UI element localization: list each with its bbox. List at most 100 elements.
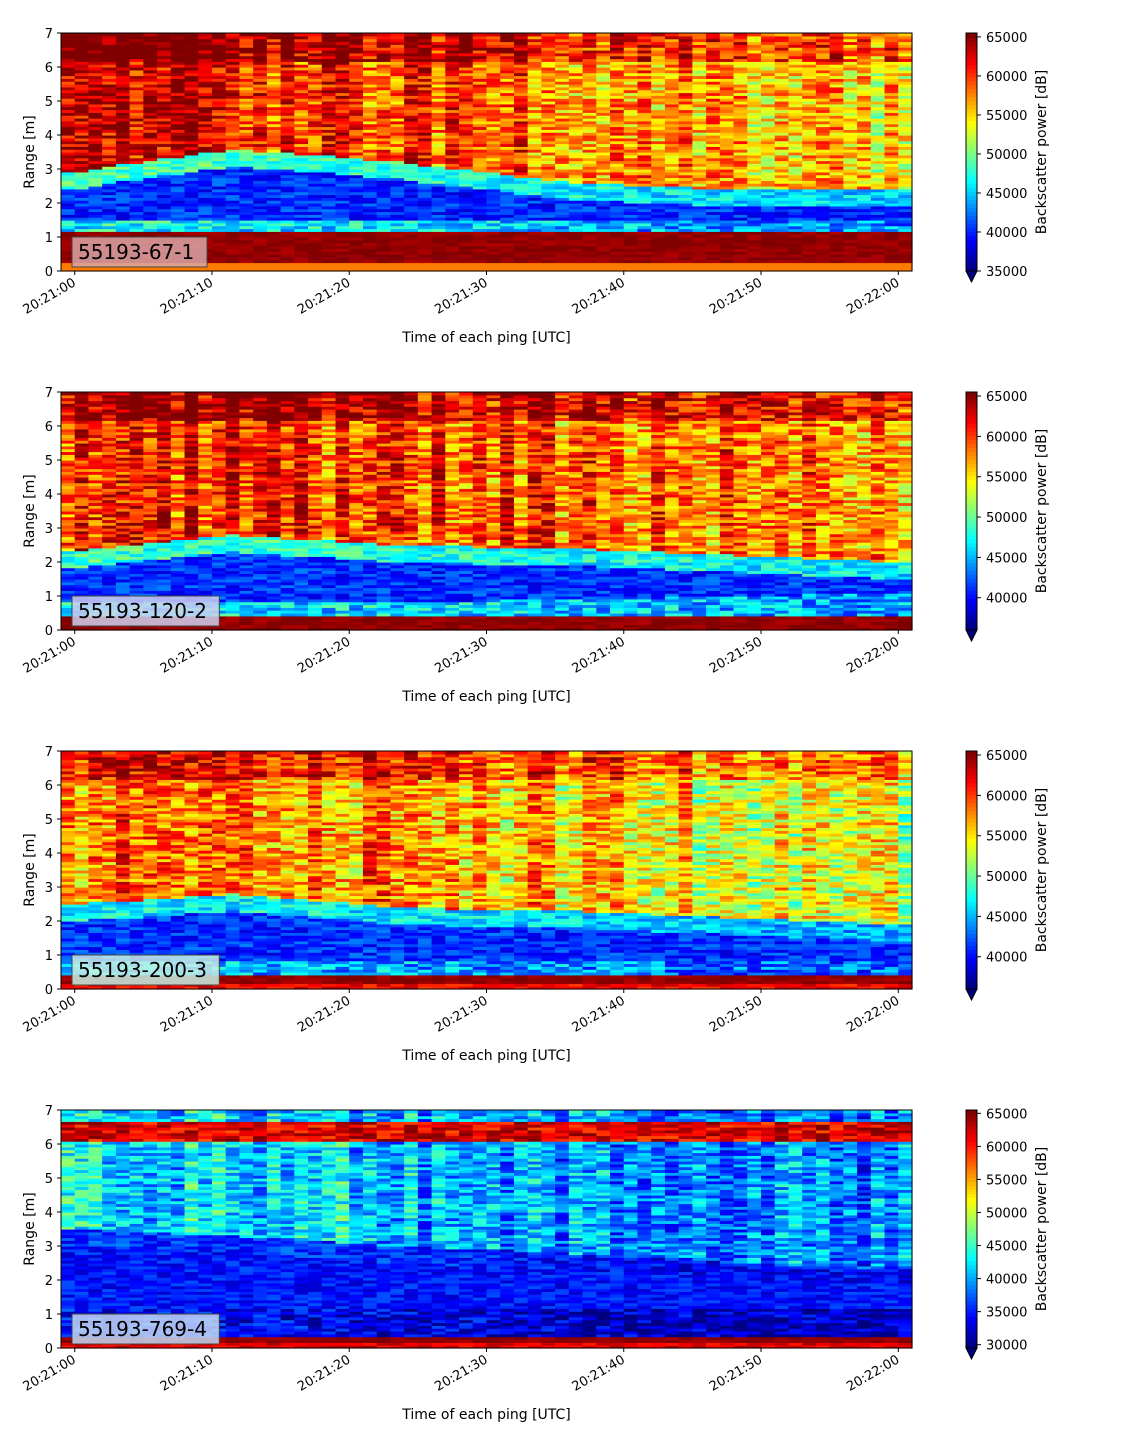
colorbar-segment <box>966 1165 977 1171</box>
colorbar-segment <box>966 36 977 42</box>
colorbar-segment <box>966 774 977 780</box>
colorbar-segment <box>966 132 977 137</box>
y-tick-label: 6 <box>45 420 53 435</box>
y-tick-label: 1 <box>45 231 53 246</box>
colorbar-tick-label: 55000 <box>986 109 1027 124</box>
colorbar-segment <box>966 1276 977 1282</box>
colorbar-segment <box>966 483 977 488</box>
x-tick-label: 20:21:20 <box>295 993 353 1035</box>
panel-label-box <box>71 1313 220 1345</box>
y-tick-label: 2 <box>45 915 53 930</box>
colorbar-tick-label: 40000 <box>986 951 1027 966</box>
y-tick-label: 7 <box>45 27 53 42</box>
colorbar-segment <box>966 1197 977 1202</box>
x-tick-label: 20:21:00 <box>21 634 79 676</box>
colorbar-segment <box>966 957 977 962</box>
colorbar-segment <box>966 231 977 236</box>
colorbar-segment <box>966 969 977 974</box>
colorbar-extend-arrow <box>965 988 978 1002</box>
colorbar-segment <box>966 921 977 927</box>
colorbar-segment <box>966 223 977 228</box>
y-tick-label: 7 <box>45 745 53 760</box>
colorbar: 30000 35000 40000 45000 50000 55000 60000 65000… <box>965 1107 1050 1361</box>
colorbar-tick-label: 60000 <box>986 430 1027 445</box>
colorbar-segment <box>966 1288 977 1294</box>
panel-label-box <box>71 236 208 268</box>
x-tick-label: 20:21:50 <box>707 1352 765 1394</box>
colorbar-segment <box>966 1240 977 1246</box>
colorbar-segment <box>966 1225 977 1230</box>
colorbar-segment <box>966 1221 977 1226</box>
colorbar-segment <box>966 199 977 205</box>
colorbar-segment <box>966 985 977 990</box>
colorbar-segment <box>966 155 977 161</box>
y-tick-label: 3 <box>45 1240 53 1255</box>
colorbar-tick-label: 65000 <box>986 31 1027 46</box>
colorbar-segment <box>966 1177 977 1182</box>
colorbar-segment <box>966 522 977 528</box>
colorbar-segment <box>966 1110 977 1115</box>
colorbar-segment <box>966 622 977 627</box>
colorbar-segment <box>966 1141 977 1147</box>
colorbar-segment <box>966 602 977 607</box>
colorbar-segment <box>966 598 977 603</box>
colorbar-segment <box>966 881 977 887</box>
colorbar-extend-arrow <box>965 1347 978 1361</box>
x-tick-label: 20:21:00 <box>21 993 79 1035</box>
colorbar-segment <box>966 144 977 149</box>
colorbar-segment <box>966 1248 977 1254</box>
colorbar-segment <box>966 251 977 256</box>
colorbar-segment <box>966 542 977 548</box>
colorbar-segment <box>966 626 977 631</box>
colorbar-segment <box>966 487 977 492</box>
y-axis-label: Range [m] <box>22 1192 38 1265</box>
colorbar-segment <box>966 211 977 217</box>
colorbar-segment <box>966 1272 977 1278</box>
colorbar-label: Backscatter power [dB] <box>1034 1147 1050 1312</box>
colorbar-segment <box>966 112 977 117</box>
colorbar-label: Backscatter power [dB] <box>1034 788 1050 953</box>
colorbar-segment <box>966 1300 977 1305</box>
y-tick-label: 3 <box>45 522 53 537</box>
colorbar-segment <box>966 554 977 560</box>
colorbar-segment <box>966 1113 977 1119</box>
colorbar-segment <box>966 88 977 94</box>
colorbar-segment <box>966 1268 977 1274</box>
colorbar-tick-label: 60000 <box>986 70 1027 85</box>
x-axis-label: Time of each ping [UTC] <box>401 1048 571 1064</box>
heatmap-cells <box>61 33 913 272</box>
heatmap-panel: 0 1 2 3 4 5 6 7 20:21:00 20:21:10 20:21:20 20:21:30… <box>21 1104 1050 1423</box>
colorbar-segment <box>966 1129 977 1135</box>
colorbar-segment <box>966 953 977 958</box>
colorbar-segment <box>966 411 977 417</box>
x-tick-label: 20:21:50 <box>707 275 765 317</box>
colorbar-segment <box>966 790 977 796</box>
colorbar-extend-arrow <box>965 629 978 643</box>
colorbar-segment <box>966 100 977 105</box>
colorbar-segment <box>966 818 977 823</box>
colorbar-segment <box>966 530 977 536</box>
colorbar-segment <box>966 782 977 788</box>
colorbar-segment <box>966 1213 977 1218</box>
colorbar-segment <box>966 1169 977 1175</box>
colorbar-segment <box>966 925 977 931</box>
colorbar-segment <box>966 1232 977 1238</box>
colorbar-segment <box>966 92 977 98</box>
colorbar-segment <box>966 1193 977 1198</box>
y-tick-label: 3 <box>45 163 53 178</box>
colorbar-segment <box>966 854 977 859</box>
colorbar-segment <box>966 1121 977 1127</box>
y-tick-label: 6 <box>45 779 53 794</box>
colorbar-segment <box>966 1292 977 1298</box>
y-tick-label: 3 <box>45 881 53 896</box>
colorbar-segment <box>966 403 977 409</box>
colorbar-segment <box>966 546 977 552</box>
colorbar-segment <box>966 108 977 113</box>
colorbar-segment <box>966 479 977 484</box>
colorbar-segment <box>966 1137 977 1143</box>
colorbar-segment <box>966 901 977 907</box>
colorbar-segment <box>966 195 977 201</box>
colorbar-segment <box>966 148 977 153</box>
colorbar-segment <box>966 846 977 851</box>
